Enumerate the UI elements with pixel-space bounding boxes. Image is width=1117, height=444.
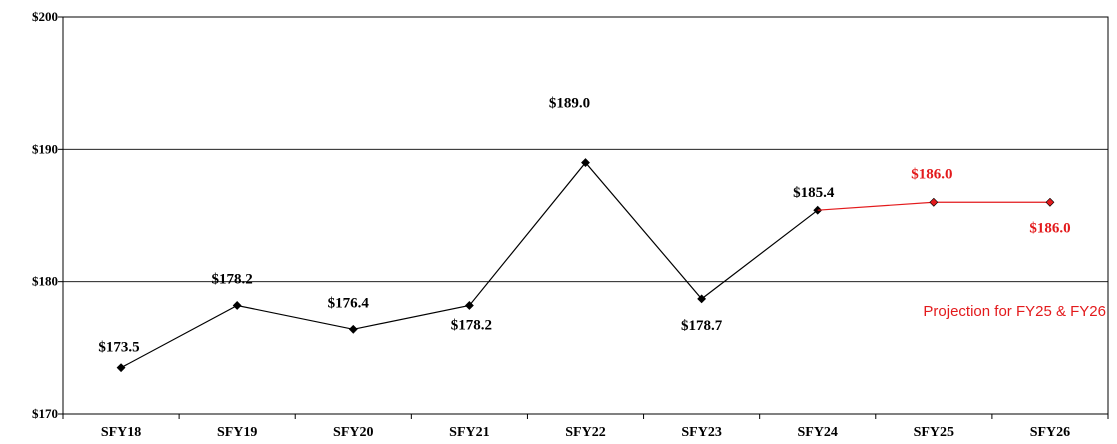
x-tick-label: SFY18 bbox=[101, 425, 141, 440]
projection-data-label: $186.0 bbox=[1029, 220, 1070, 236]
actual-data-label: $178.7 bbox=[681, 318, 723, 334]
y-tick-label: $200 bbox=[32, 9, 58, 24]
actual-data-label: $178.2 bbox=[451, 317, 492, 333]
actual-series-line bbox=[120, 161, 819, 369]
data-labels: $173.5 $178.2 $176.4 $178.2 $189.0 $178.7 $185… bbox=[98, 96, 1070, 356]
actual-data-point bbox=[697, 294, 707, 304]
plot-area-border bbox=[62, 16, 1109, 415]
x-tick-label: SFY20 bbox=[333, 425, 373, 440]
actual-data-label: $176.4 bbox=[328, 295, 370, 311]
actual-data-label: $185.4 bbox=[793, 185, 835, 201]
y-tick-label: $180 bbox=[32, 274, 58, 289]
actual-data-label: $178.2 bbox=[212, 271, 253, 287]
actual-data-point bbox=[116, 363, 126, 373]
x-tick-label: SFY22 bbox=[565, 425, 605, 440]
series bbox=[116, 158, 1055, 373]
actual-data-label: $189.0 bbox=[549, 96, 590, 112]
actual-data-point bbox=[232, 301, 242, 310]
y-axis-ticks: $170 $180 $190 $200 bbox=[32, 9, 63, 421]
x-tick-label: SFY24 bbox=[797, 425, 837, 440]
x-axis-ticks: SFY18 SFY19 SFY20 SFY21 SFY22 SFY23 SFY24 SFY25… bbox=[62, 414, 1109, 440]
projection-data-label: $186.0 bbox=[911, 166, 952, 182]
projection-annotation: Projection for FY25 & FY26 bbox=[923, 303, 1106, 320]
x-tick-label: SFY26 bbox=[1030, 425, 1070, 440]
gridlines bbox=[63, 148, 1108, 283]
actual-data-point bbox=[581, 158, 590, 167]
projection-data-point bbox=[929, 197, 939, 207]
x-tick-label: SFY21 bbox=[449, 425, 489, 440]
y-tick-label: $170 bbox=[32, 406, 58, 421]
x-tick-label: SFY23 bbox=[681, 425, 721, 440]
x-tick-label: SFY19 bbox=[217, 425, 257, 440]
actual-data-point bbox=[464, 301, 474, 310]
projection-data-point bbox=[1045, 197, 1055, 207]
actual-data-label: $173.5 bbox=[98, 340, 139, 356]
x-tick-label: SFY25 bbox=[914, 425, 954, 440]
actual-data-point bbox=[348, 324, 358, 334]
y-tick-label: $190 bbox=[32, 141, 58, 156]
